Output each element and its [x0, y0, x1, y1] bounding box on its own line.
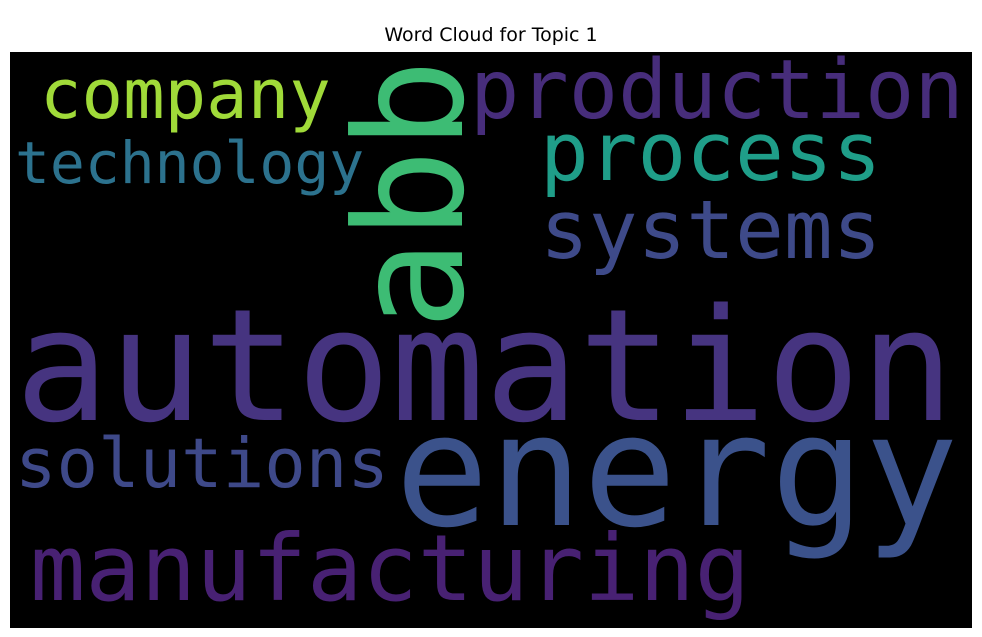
word: energy — [395, 380, 959, 562]
word: process — [540, 106, 881, 200]
word: production — [470, 43, 964, 138]
cloud-background — [10, 52, 972, 628]
word: automation — [15, 275, 954, 457]
word: technology — [15, 129, 364, 197]
word: company — [40, 55, 331, 135]
word: solutions — [15, 424, 389, 504]
chart-title: Word Cloud for Topic 1 — [384, 24, 597, 46]
word: abb — [324, 59, 498, 330]
word: manufacturing — [30, 515, 750, 622]
word: systems — [540, 184, 881, 278]
